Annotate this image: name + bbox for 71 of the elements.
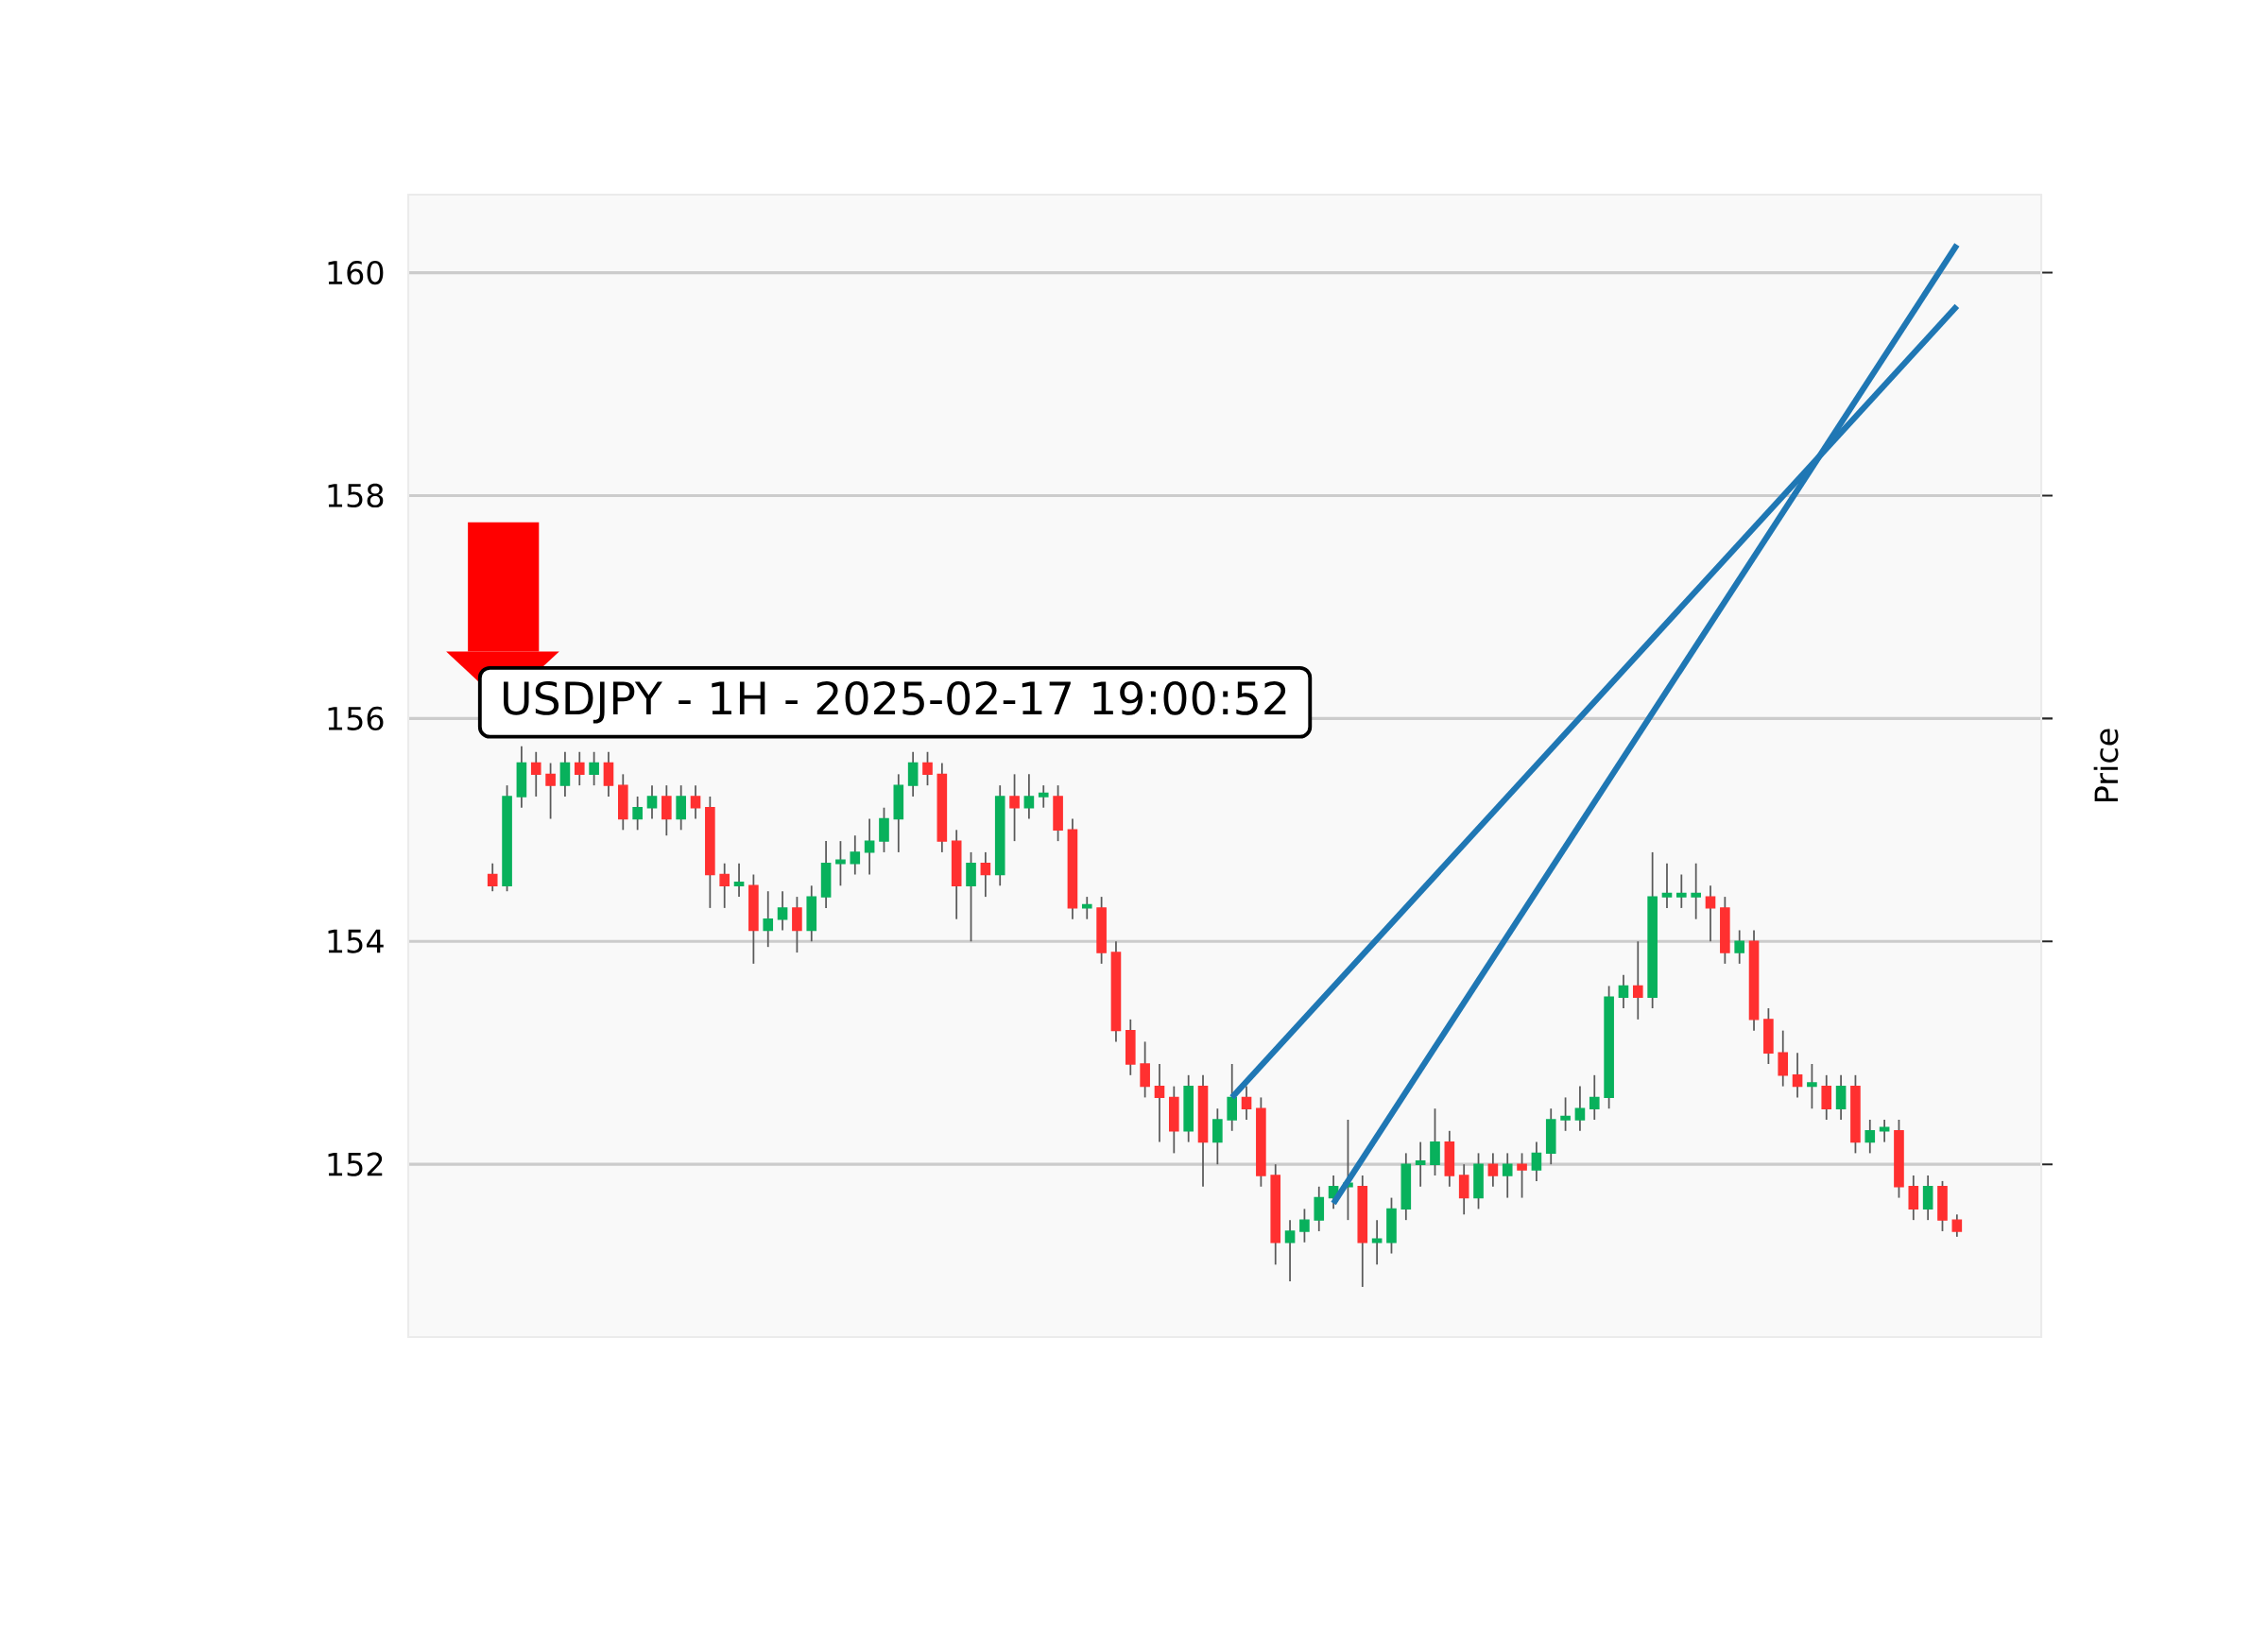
candlestick [1589, 1073, 1600, 1121]
candlestick [632, 796, 643, 832]
candlestick [792, 896, 802, 953]
candlestick [530, 750, 541, 798]
candlestick [1502, 1152, 1513, 1199]
candlestick [763, 890, 774, 949]
candlestick [1081, 896, 1092, 920]
candlestick [980, 851, 991, 898]
candlestick [1618, 973, 1629, 1009]
candlestick [864, 817, 875, 876]
candlestick [1734, 929, 1745, 965]
candlestick [646, 784, 658, 820]
candlestick [1691, 862, 1701, 920]
candlestick [879, 806, 889, 853]
candlestick [1778, 1029, 1789, 1088]
candlestick [1821, 1073, 1832, 1121]
candlestick [1038, 784, 1049, 809]
y-tick-label: 160 [328, 260, 384, 285]
candlestick [777, 890, 788, 932]
candlestick [603, 750, 614, 798]
candlestick [1212, 1107, 1223, 1166]
candlestick [574, 750, 585, 787]
candlestick [487, 862, 498, 893]
candlestick [1415, 1141, 1426, 1188]
candlestick [1227, 1063, 1238, 1132]
candlestick [1517, 1152, 1527, 1199]
candlestick [1574, 1085, 1586, 1132]
candlestick [1284, 1219, 1296, 1282]
candlestick [733, 862, 745, 898]
candlestick [1560, 1096, 1571, 1132]
candlestick [907, 750, 919, 798]
candlestick [1458, 1163, 1469, 1216]
annotation: USDJPY - 1H - 2025-02-17 19:00:52 [504, 680, 1286, 724]
y-tick-label: 158 [328, 483, 384, 508]
candlestick [1314, 1185, 1325, 1232]
candlestick [1632, 940, 1643, 1021]
candlestick [1009, 773, 1020, 842]
candlestick [850, 834, 861, 876]
candlestick [966, 851, 976, 943]
candlestick [1661, 862, 1673, 909]
candlestick [1908, 1175, 1919, 1222]
candlestick [1487, 1152, 1499, 1188]
candlestick [1705, 884, 1716, 943]
candlestick [1430, 1107, 1440, 1176]
candlestick [1807, 1063, 1817, 1110]
candlestick [835, 840, 846, 887]
candlestick [545, 762, 556, 820]
candlestick [662, 784, 672, 837]
candlestick [1951, 1213, 1963, 1238]
candlestick [1299, 1208, 1310, 1244]
candlestick [1154, 1063, 1165, 1143]
candlestick [690, 784, 701, 820]
candlestick [1676, 873, 1687, 909]
y-tick-label: 154 [328, 929, 384, 953]
candlestick [1140, 1040, 1150, 1099]
candlestick [676, 784, 686, 832]
candlestick [1864, 1119, 1876, 1155]
candlestick [1241, 1085, 1252, 1121]
candlestick [1023, 773, 1035, 820]
y-tick-label: 156 [328, 706, 384, 731]
y-tick-label: 152 [328, 1152, 383, 1176]
y-axis-title: Price [2093, 729, 2119, 801]
candlestick [1879, 1119, 1890, 1143]
candlestick [1835, 1073, 1847, 1121]
candlestick [1792, 1052, 1803, 1099]
candlestick [589, 750, 599, 787]
candlestick [719, 862, 730, 909]
candlestick [922, 750, 933, 787]
candlestick [559, 750, 571, 798]
candlestick [1922, 1175, 1933, 1222]
candlestick [1531, 1141, 1542, 1182]
